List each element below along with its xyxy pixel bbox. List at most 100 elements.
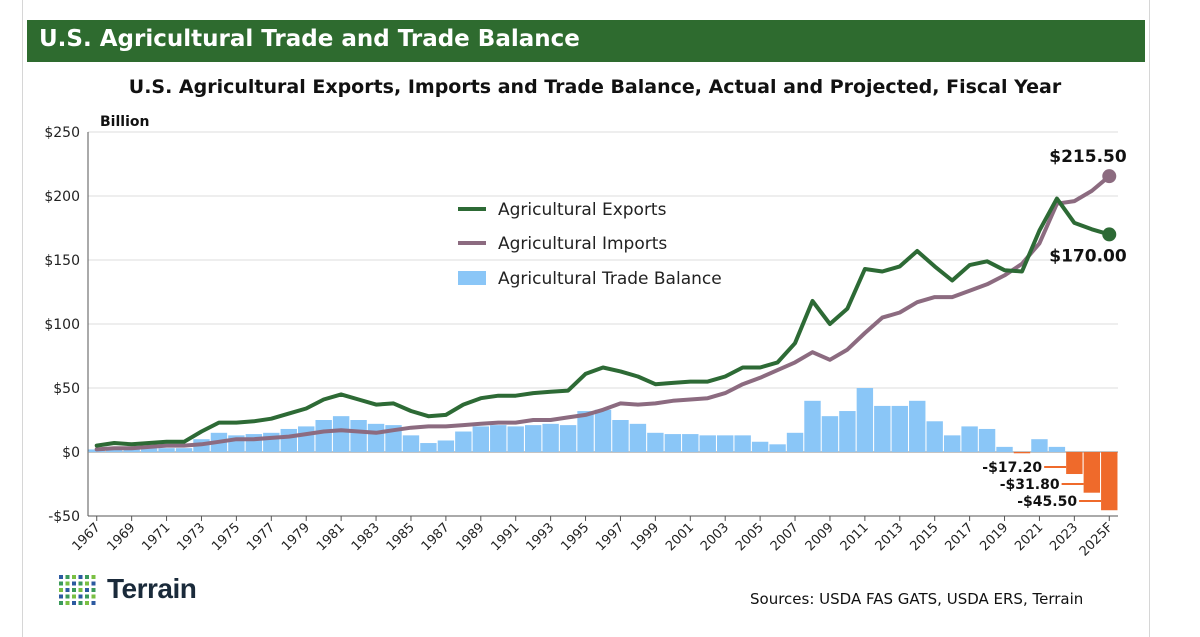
logo-text: Terrain xyxy=(107,573,197,604)
balance-bar xyxy=(856,388,874,452)
logo-dot xyxy=(78,601,83,605)
x-tick-label: 1981 xyxy=(314,520,348,554)
balance-bar xyxy=(926,421,943,452)
balance-bar xyxy=(437,440,455,452)
x-tick-label: 2007 xyxy=(768,520,802,554)
balance-bar xyxy=(734,435,751,452)
x-tick-label: 1999 xyxy=(628,520,662,554)
page-title: U.S. Agricultural Trade and Trade Balanc… xyxy=(39,26,580,52)
x-tick-label: 2015 xyxy=(908,520,942,554)
imports-value-label: $215.50 xyxy=(1049,147,1127,167)
balance-bar xyxy=(140,448,158,452)
balance-bar xyxy=(1048,446,1066,452)
legend-label: Agricultural Imports xyxy=(498,234,667,254)
balance-bar xyxy=(507,426,524,452)
balance-bar xyxy=(978,428,996,452)
balance-value-label: -$17.20 xyxy=(982,460,1042,476)
balance-bar xyxy=(455,431,472,452)
chart-frame xyxy=(22,0,1150,637)
y-axis-label: Billion xyxy=(100,114,149,130)
x-tick-label: 2003 xyxy=(698,520,732,554)
logo-dot xyxy=(78,588,83,592)
y-tick-label: $100 xyxy=(44,317,80,333)
balance-bar xyxy=(280,428,297,452)
logo-dot xyxy=(59,575,63,579)
balance-bar xyxy=(158,448,175,452)
x-tick-label: 1989 xyxy=(454,520,488,554)
x-tick-label: 2021 xyxy=(1012,520,1046,554)
balance-bar xyxy=(786,432,804,452)
legend-label: Agricultural Trade Balance xyxy=(498,269,722,289)
logo-dot xyxy=(59,594,63,599)
logo-dot xyxy=(85,581,89,586)
y-tick-label: -$50 xyxy=(48,509,80,525)
logo-dot xyxy=(65,581,70,586)
y-tick-label: $200 xyxy=(44,189,80,205)
balance-bar xyxy=(891,405,908,452)
balance-bar xyxy=(751,441,769,452)
balance-bar xyxy=(909,400,926,452)
logo-dot xyxy=(72,581,76,586)
x-tick-label: 1995 xyxy=(558,520,592,554)
balance-bar xyxy=(559,425,577,452)
logo-dot xyxy=(72,575,76,579)
logo-dot xyxy=(91,588,96,592)
imports-line xyxy=(94,174,1112,452)
imports-end-marker xyxy=(1102,169,1117,184)
x-tick-label: 1991 xyxy=(489,520,523,554)
exports-line xyxy=(94,196,1112,448)
exports-value-label: $170.00 xyxy=(1049,246,1127,266)
terrain-logo: Terrain xyxy=(57,573,197,609)
balance-bar xyxy=(1066,452,1083,475)
balance-bar xyxy=(490,425,507,452)
balance-bar xyxy=(402,435,420,452)
balance-bar xyxy=(699,435,716,452)
logo-dot xyxy=(72,588,76,592)
legend-swatch xyxy=(458,271,486,285)
balance-bar xyxy=(716,435,734,452)
header-banner: U.S. Agricultural Trade and Trade Balanc… xyxy=(27,20,1145,62)
legend-label: Agricultural Exports xyxy=(498,200,667,220)
x-tick-label: 1975 xyxy=(209,520,243,554)
x-tick-label: 2005 xyxy=(733,520,767,554)
balance-bar xyxy=(350,420,367,452)
logo-dot xyxy=(65,588,70,592)
balance-bar xyxy=(804,400,821,452)
balance-bar xyxy=(332,416,350,452)
logo-dot xyxy=(91,601,96,605)
exports-end-marker xyxy=(1102,227,1117,242)
logo-dot xyxy=(72,601,76,605)
balance-value-label: -$31.80 xyxy=(1000,477,1060,493)
x-tick-label: 1985 xyxy=(384,520,418,554)
logo-dot xyxy=(78,594,83,599)
logo-dot xyxy=(59,588,63,592)
balance-value-label: -$45.50 xyxy=(1017,494,1077,510)
balance-bar xyxy=(647,432,664,452)
balance-bar xyxy=(821,416,839,452)
x-tick-label: 1983 xyxy=(349,520,383,554)
x-tick-label: 2017 xyxy=(942,520,976,554)
balance-bar xyxy=(874,405,891,452)
balance-bar xyxy=(1101,452,1118,511)
sources-note: Sources: USDA FAS GATS, USDA ERS, Terrai… xyxy=(750,590,1084,608)
balance-bar xyxy=(472,426,490,452)
balance-bar xyxy=(682,434,699,452)
y-tick-label: $50 xyxy=(53,381,80,397)
balance-bar xyxy=(629,423,647,452)
logo-dot xyxy=(85,575,89,579)
x-tick-label: 2009 xyxy=(803,520,837,554)
logo-dot xyxy=(78,575,83,579)
x-tick-label: 1977 xyxy=(244,520,278,554)
balance-bar xyxy=(577,411,594,452)
logo-dot xyxy=(65,594,70,599)
logo-dot xyxy=(59,601,63,605)
logo-dot xyxy=(85,601,89,605)
logo-dot xyxy=(59,581,63,586)
balance-bar xyxy=(996,446,1013,452)
y-tick-label: $250 xyxy=(44,125,80,141)
logo-dot xyxy=(85,594,89,599)
logo-dot xyxy=(65,575,70,579)
balance-bar xyxy=(175,448,193,452)
logo-dot xyxy=(85,588,89,592)
x-tick-label: 1993 xyxy=(523,520,557,554)
